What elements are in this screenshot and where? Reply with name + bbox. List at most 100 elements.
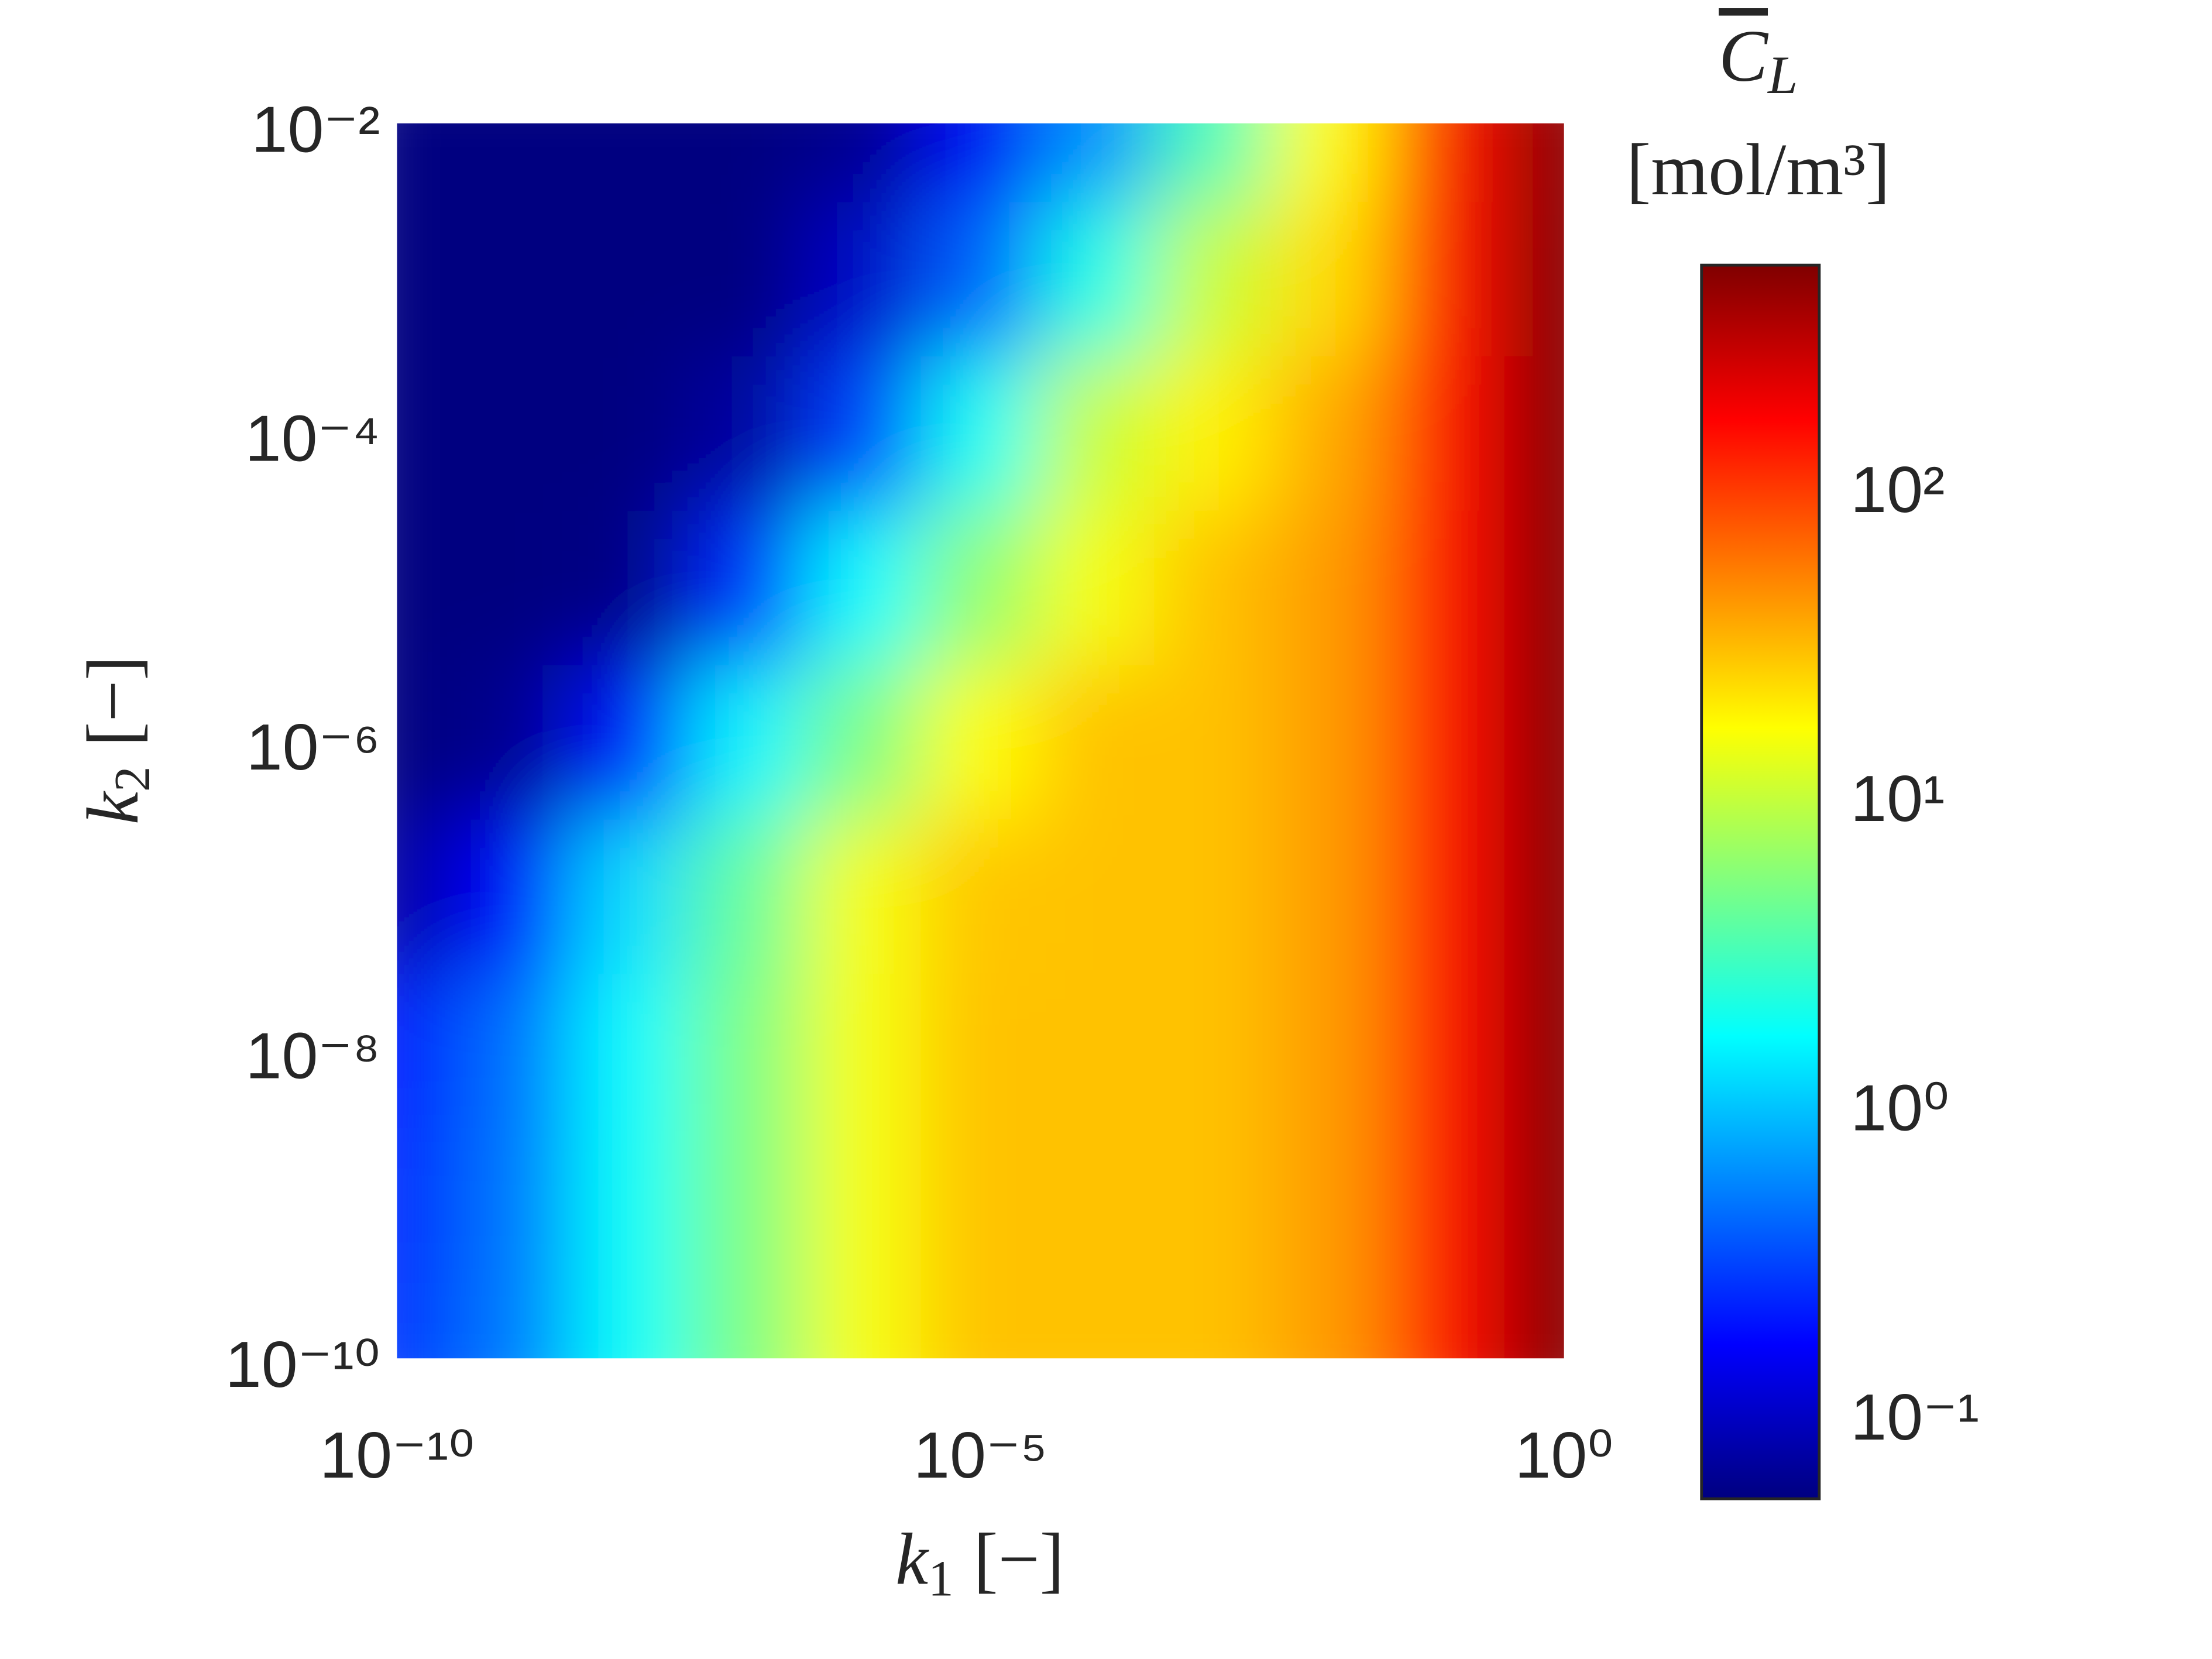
y-axis-label: k2 [−] <box>73 656 160 825</box>
heatmap-cell <box>1037 123 1157 202</box>
heatmap <box>397 123 1564 1359</box>
heatmap-cell <box>920 1125 1040 1283</box>
y-tick-label: 10⁻² <box>251 93 380 166</box>
heatmap-cell <box>397 199 457 356</box>
heatmap-cell <box>454 123 574 202</box>
plot-area <box>397 123 1564 1359</box>
heatmap-cell <box>1154 816 1274 974</box>
heatmap-cell <box>687 199 807 356</box>
heatmap-cell <box>1037 1125 1157 1283</box>
heatmap-cell <box>804 507 924 665</box>
heatmap-cell <box>1037 353 1157 511</box>
heatmap-cell <box>687 816 807 974</box>
heatmap-cell <box>1154 353 1274 511</box>
heatmap-cell <box>687 1125 807 1283</box>
heatmap-cell <box>804 662 924 820</box>
heatmap-cell <box>454 507 574 665</box>
heatmap-cell <box>687 507 807 665</box>
heatmap-cell <box>1504 662 1564 820</box>
heatmap-cell <box>687 353 807 511</box>
heatmap-cell <box>1270 199 1390 356</box>
x-label-symbol: k <box>895 1519 929 1600</box>
heatmap-cell <box>1504 1279 1564 1359</box>
y-label-unit: [−] <box>73 656 154 747</box>
heatmap-cell <box>1504 123 1564 202</box>
heatmap-cell <box>1154 662 1274 820</box>
heatmap-cell <box>571 816 691 974</box>
heatmap-cell <box>1504 971 1564 1129</box>
heatmap-cell <box>804 353 924 511</box>
heatmap-cell <box>571 1279 691 1359</box>
heatmap-cell <box>1504 816 1564 974</box>
heatmap-cell <box>804 816 924 974</box>
heatmap-cell <box>397 1279 457 1359</box>
heatmap-cell <box>1154 123 1274 202</box>
heatmap-cell <box>920 353 1040 511</box>
heatmap-cell <box>1270 662 1390 820</box>
colorbar-symbol: CL <box>1719 16 1798 105</box>
heatmap-cell <box>571 123 691 202</box>
heatmap-cell <box>1270 1279 1390 1359</box>
heatmap-cell <box>1270 816 1390 974</box>
heatmap-cell <box>1387 353 1507 511</box>
heatmap-cell <box>571 507 691 665</box>
y-tick-label: 10⁻¹⁰ <box>225 1328 380 1401</box>
heatmap-cell <box>454 199 574 356</box>
heatmap-cell <box>1154 199 1274 356</box>
heatmap-cell <box>571 199 691 356</box>
heatmap-cell <box>1504 199 1564 356</box>
heatmap-cell <box>1387 1279 1507 1359</box>
heatmap-cell <box>1154 1125 1274 1283</box>
heatmap-cell <box>397 971 457 1129</box>
heatmap-cell <box>1270 123 1390 202</box>
heatmap-cell <box>1387 971 1507 1129</box>
heatmap-cell <box>804 1279 924 1359</box>
heatmap-cell <box>1387 662 1507 820</box>
heatmap-cell <box>1504 507 1564 665</box>
heatmap-cell <box>454 816 574 974</box>
colorbar-tick-label: 10⁰ <box>1850 1071 1949 1145</box>
heatmap-cell <box>687 1279 807 1359</box>
heatmap-cell <box>1387 123 1507 202</box>
heatmap-cell <box>687 123 807 202</box>
heatmap-cell <box>920 816 1040 974</box>
colorbar-tick-label: 10⁻¹ <box>1850 1380 1979 1454</box>
heatmap-cell <box>571 971 691 1129</box>
colorbar-symbol-letter: C <box>1719 16 1769 97</box>
heatmap-cell <box>1037 199 1157 356</box>
heatmap-cell <box>804 123 924 202</box>
heatmap-cell <box>571 662 691 820</box>
heatmap-cell <box>1037 662 1157 820</box>
colorbar-tick-label: 10¹ <box>1850 762 1945 835</box>
x-tick-label: 10⁻¹⁰ <box>320 1418 475 1492</box>
heatmap-cell <box>1270 353 1390 511</box>
heatmap-cell <box>1270 507 1390 665</box>
heatmap-cell <box>454 353 574 511</box>
heatmap-cell <box>1504 1125 1564 1283</box>
heatmap-cell <box>920 662 1040 820</box>
heatmap-cell <box>1037 507 1157 665</box>
heatmap-cell <box>1387 816 1507 974</box>
heatmap-cell <box>397 123 457 202</box>
heatmap-cell <box>397 1125 457 1283</box>
x-tick-label: 10⁰ <box>1514 1418 1613 1492</box>
heatmap-cell <box>920 971 1040 1129</box>
heatmap-cell <box>687 662 807 820</box>
heatmap-cell <box>1270 971 1390 1129</box>
y-tick-label: 10⁻⁴ <box>245 401 380 475</box>
x-label-unit: [−] <box>974 1519 1064 1600</box>
axes: 10⁻¹⁰ 10⁻⁵ 10⁰ 10⁻¹⁰ 10⁻⁸ 10⁻⁶ 10⁻⁴ 10⁻² 10⁻¹ 10⁰… <box>225 93 1979 1492</box>
heatmap-cell <box>804 1125 924 1283</box>
x-axis-label: k1 [−] <box>895 1519 1064 1606</box>
heatmap-cell <box>804 971 924 1129</box>
heatmap-cell <box>454 1279 574 1359</box>
x-tick-label: 10⁻⁵ <box>913 1418 1047 1492</box>
heatmap-cell <box>397 507 457 665</box>
heatmap-cell <box>687 971 807 1129</box>
heatmap-cell <box>1037 1279 1157 1359</box>
heatmap-cell <box>1387 199 1507 356</box>
colorbar-unit: [mol/m³] <box>1626 129 1890 211</box>
y-label-subscript: 2 <box>104 767 160 792</box>
colorbar-symbol-subscript: L <box>1767 45 1798 105</box>
